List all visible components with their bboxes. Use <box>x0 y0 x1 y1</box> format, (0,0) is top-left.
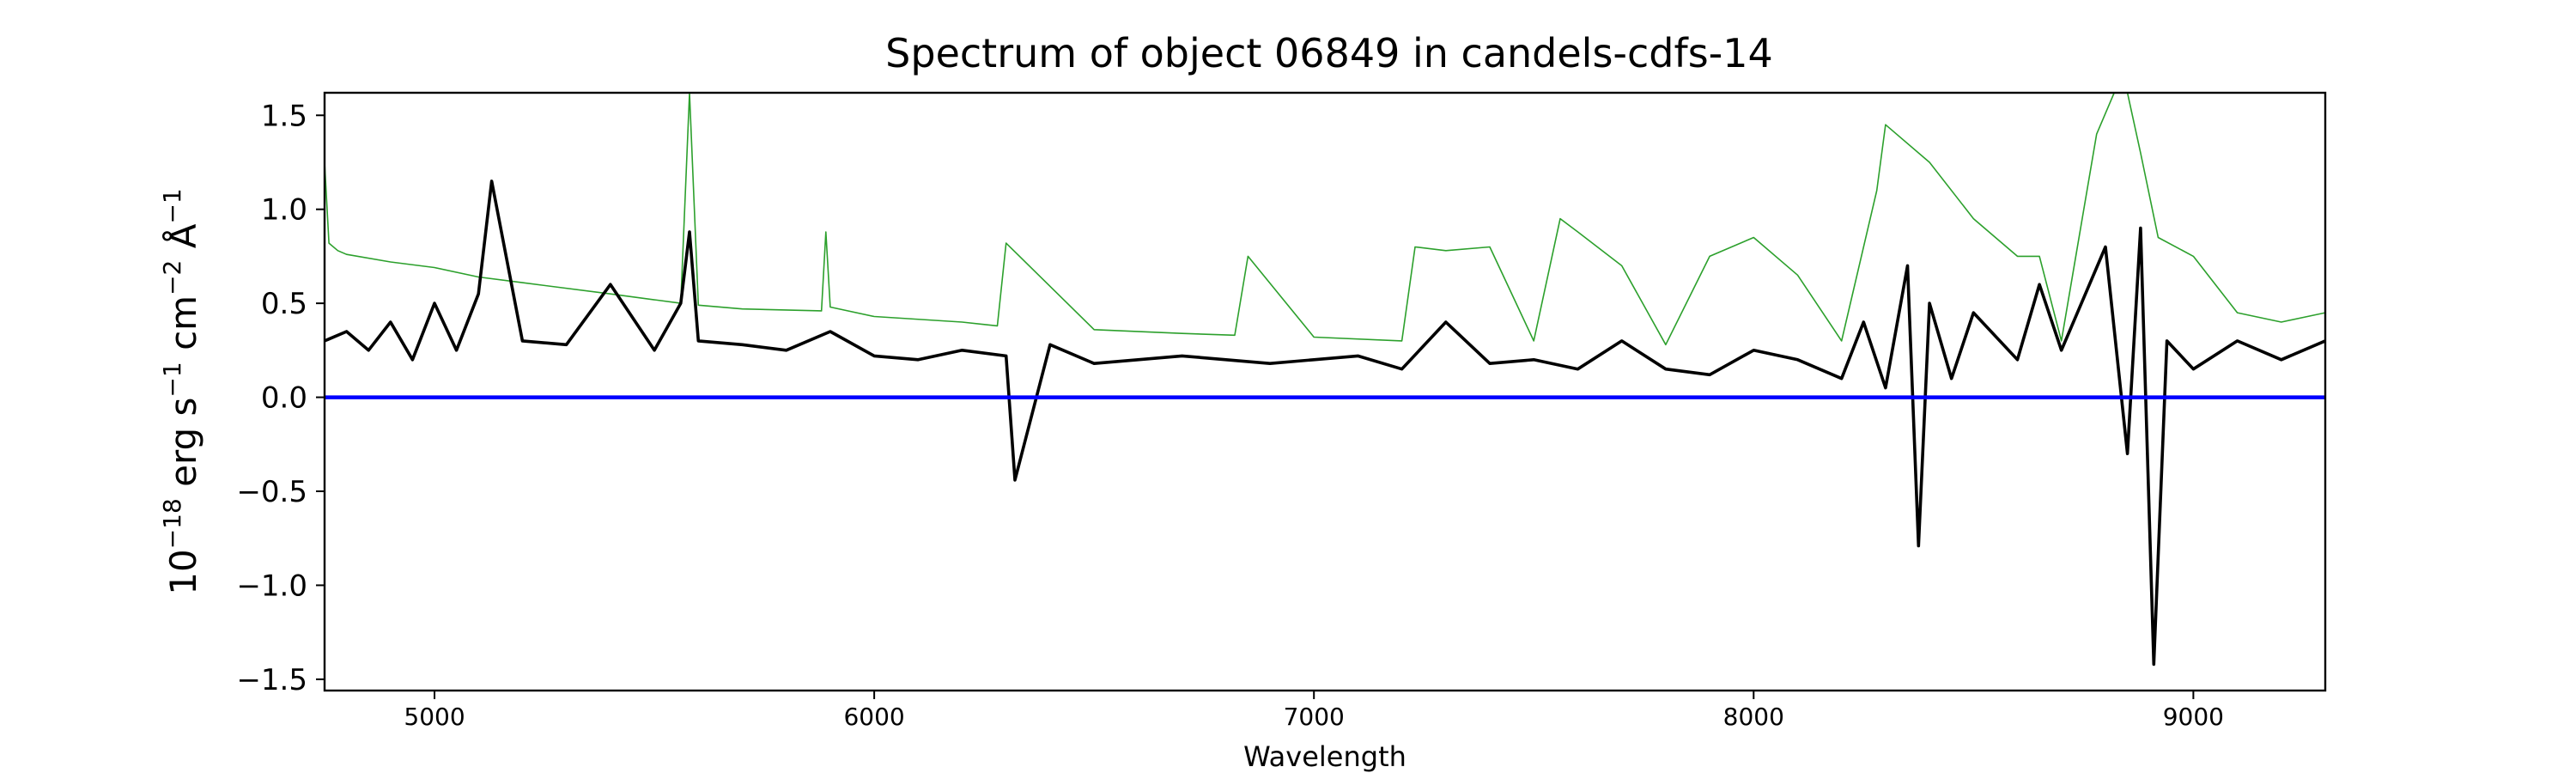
black-flux-spectrum-line <box>325 180 2325 666</box>
plot-frame <box>323 91 2327 692</box>
y-tick-label: 0.0 <box>261 381 307 416</box>
y-label-mid1: erg s <box>162 398 204 499</box>
y-tick-label: −1.5 <box>236 663 307 697</box>
x-tick-label: 7000 <box>1284 703 1345 731</box>
x-tick-label: 6000 <box>843 703 904 731</box>
x-tick-label: 8000 <box>1723 703 1784 731</box>
y-label-exp4: −1 <box>158 188 186 223</box>
x-axis: 5000 6000 7000 8000 9000 <box>404 691 2224 731</box>
series-layer <box>325 93 2325 666</box>
y-label-base: 10 <box>162 549 204 594</box>
x-tick-label: 9000 <box>2163 703 2224 731</box>
plot-background <box>325 93 2325 691</box>
y-tick-label: −1.0 <box>236 569 307 603</box>
y-label-exp1: −18 <box>158 498 186 549</box>
y-label-mid2: cm <box>162 295 204 362</box>
y-tick-label: 1.5 <box>261 99 307 133</box>
x-tick-label: 5000 <box>404 703 465 731</box>
y-label-exp3: −2 <box>158 260 186 295</box>
y-axis-label: 10−18 erg s−1 cm−2 Å−1 <box>158 188 204 594</box>
y-tick-label: −0.5 <box>236 475 307 509</box>
x-axis-label: Wavelength <box>1243 740 1406 773</box>
plot-area <box>323 91 2327 692</box>
y-tick-label: 1.0 <box>261 193 307 228</box>
chart-title: Spectrum of object 06849 in candels-cdfs… <box>885 30 1773 76</box>
y-label-mid3: Å <box>161 223 204 259</box>
green-error-spectrum-line <box>325 93 2325 346</box>
y-axis: −1.5 −1.0 −0.5 0.0 0.5 1.0 1.5 <box>236 99 325 697</box>
y-tick-label: 0.5 <box>261 287 307 321</box>
y-label-exp2: −1 <box>158 362 186 397</box>
